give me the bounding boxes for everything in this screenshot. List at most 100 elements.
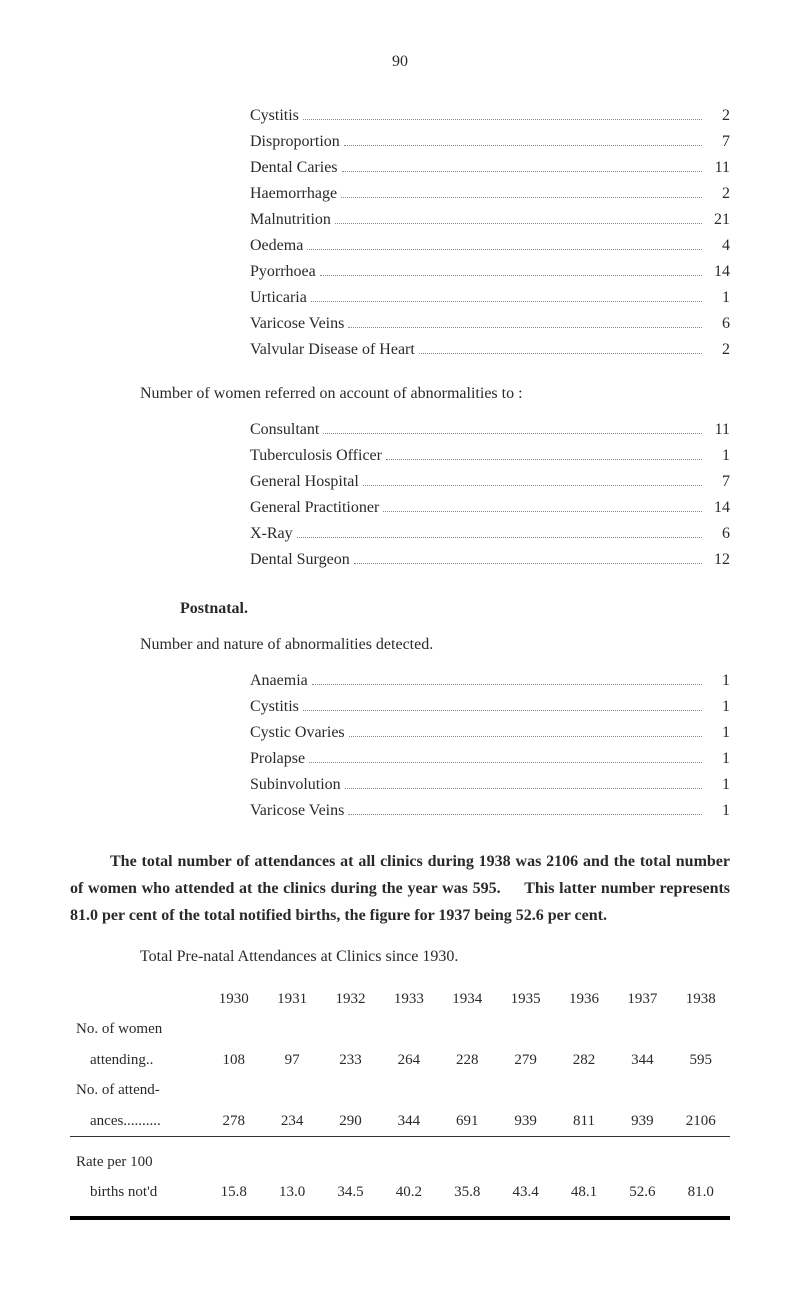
list-row: Consultant11 bbox=[250, 418, 730, 442]
dots-leader bbox=[345, 788, 702, 789]
list-label: Varicose Veins bbox=[250, 799, 344, 823]
year-header: 1936 bbox=[555, 984, 613, 1015]
list-row: Cystitis 1 bbox=[250, 695, 730, 719]
dots-leader bbox=[342, 171, 702, 172]
list-row: X-Ray 6 bbox=[250, 522, 730, 546]
year-header: 1931 bbox=[263, 984, 321, 1015]
list-row: Dental Caries 11 bbox=[250, 156, 730, 180]
list-label: X-Ray bbox=[250, 522, 293, 546]
list-value: 1 bbox=[706, 773, 730, 797]
list-row: Anaemia1 bbox=[250, 669, 730, 693]
rate-cell: 13.0 bbox=[263, 1177, 321, 1208]
list-label: Oedema bbox=[250, 234, 303, 258]
list-row: Subinvolution 1 bbox=[250, 773, 730, 797]
year-header: 1932 bbox=[321, 984, 379, 1015]
year-header: 1938 bbox=[672, 984, 730, 1015]
rate-cell: 15.8 bbox=[205, 1177, 263, 1208]
data-cell: 264 bbox=[380, 1045, 438, 1076]
summary-spacing bbox=[505, 880, 519, 897]
list-row: Pyorrhoea14 bbox=[250, 260, 730, 284]
list-value: 6 bbox=[706, 312, 730, 336]
list-value: 1 bbox=[706, 286, 730, 310]
data-cell: 278 bbox=[205, 1106, 263, 1137]
dots-leader bbox=[297, 537, 702, 538]
postnatal-header: Postnatal. bbox=[180, 597, 730, 621]
list-row: General Hospital7 bbox=[250, 470, 730, 494]
list-label: Urticaria bbox=[250, 286, 307, 310]
table-data-row: attending..10897233264228279282344595 bbox=[70, 1045, 730, 1076]
list-value: 2 bbox=[706, 104, 730, 128]
list-label: Subinvolution bbox=[250, 773, 341, 797]
dots-leader bbox=[303, 710, 702, 711]
list-label: Varicose Veins bbox=[250, 312, 344, 336]
rate-label: Rate per 100 bbox=[70, 1139, 730, 1178]
data-cell: 228 bbox=[438, 1045, 496, 1076]
year-header: 1935 bbox=[496, 984, 554, 1015]
attendance-table: 193019311932193319341935193619371938No. … bbox=[70, 984, 730, 1208]
list-row: Tuberculosis Officer1 bbox=[250, 444, 730, 468]
dots-leader bbox=[341, 197, 702, 198]
dots-leader bbox=[309, 762, 702, 763]
list-row: Dental Surgeon12 bbox=[250, 548, 730, 572]
rate-cell: 43.4 bbox=[496, 1177, 554, 1208]
list-value: 1 bbox=[706, 695, 730, 719]
table-label-row: No. of women bbox=[70, 1014, 730, 1045]
dots-leader bbox=[363, 485, 702, 486]
list-value: 6 bbox=[706, 522, 730, 546]
list-label: Haemorrhage bbox=[250, 182, 337, 206]
dots-leader bbox=[386, 459, 702, 460]
list-label: Prolapse bbox=[250, 747, 305, 771]
list-value: 1 bbox=[706, 444, 730, 468]
data-cell: 595 bbox=[672, 1045, 730, 1076]
rate-cell: 48.1 bbox=[555, 1177, 613, 1208]
list-value: 2 bbox=[706, 338, 730, 362]
table-label-row: No. of attend- bbox=[70, 1075, 730, 1106]
list-row: Cystic Ovaries1 bbox=[250, 721, 730, 745]
dots-leader bbox=[320, 275, 702, 276]
row-label: No. of attend- bbox=[70, 1075, 730, 1106]
summary-paragraph: The total number of attendances at all c… bbox=[70, 848, 730, 930]
list-value: 1 bbox=[706, 799, 730, 823]
list-label: Dental Caries bbox=[250, 156, 338, 180]
dots-leader bbox=[323, 433, 702, 434]
table-intro: Total Pre-natal Attendances at Clinics s… bbox=[140, 945, 730, 969]
list-label: Pyorrhoea bbox=[250, 260, 316, 284]
dots-leader bbox=[419, 353, 702, 354]
data-cell: 811 bbox=[555, 1106, 613, 1137]
referrals-intro: Number of women referred on account of a… bbox=[140, 382, 730, 406]
dots-leader bbox=[307, 249, 702, 250]
list-label: Cystitis bbox=[250, 695, 299, 719]
list-label: Cystic Ovaries bbox=[250, 721, 345, 745]
row-sublabel: ances.......... bbox=[70, 1106, 205, 1137]
data-cell: 939 bbox=[496, 1106, 554, 1137]
dots-leader bbox=[335, 223, 702, 224]
rate-data-row: births not'd15.813.034.540.235.843.448.1… bbox=[70, 1177, 730, 1208]
list-value: 12 bbox=[706, 548, 730, 572]
data-cell: 279 bbox=[496, 1045, 554, 1076]
dots-leader bbox=[348, 327, 702, 328]
list-row: Varicose Veins 1 bbox=[250, 799, 730, 823]
list-value: 11 bbox=[706, 156, 730, 180]
list-row: Valvular Disease of Heart2 bbox=[250, 338, 730, 362]
list-value: 7 bbox=[706, 130, 730, 154]
thick-divider bbox=[70, 1216, 730, 1220]
list-row: Oedema 4 bbox=[250, 234, 730, 258]
list-value: 4 bbox=[706, 234, 730, 258]
list-row: Urticaria 1 bbox=[250, 286, 730, 310]
rate-cell: 52.6 bbox=[613, 1177, 671, 1208]
row-sublabel: attending.. bbox=[70, 1045, 205, 1076]
dots-leader bbox=[311, 301, 702, 302]
list-value: 1 bbox=[706, 747, 730, 771]
empty-cell bbox=[70, 984, 205, 1015]
data-cell: 282 bbox=[555, 1045, 613, 1076]
rate-cell: 35.8 bbox=[438, 1177, 496, 1208]
data-cell: 691 bbox=[438, 1106, 496, 1137]
list-value: 11 bbox=[706, 418, 730, 442]
dots-leader bbox=[348, 814, 702, 815]
dots-leader bbox=[354, 563, 702, 564]
dots-leader bbox=[344, 145, 702, 146]
data-cell: 234 bbox=[263, 1106, 321, 1137]
table-header-row: 193019311932193319341935193619371938 bbox=[70, 984, 730, 1015]
list-row: Cystitis2 bbox=[250, 104, 730, 128]
data-cell: 344 bbox=[380, 1106, 438, 1137]
